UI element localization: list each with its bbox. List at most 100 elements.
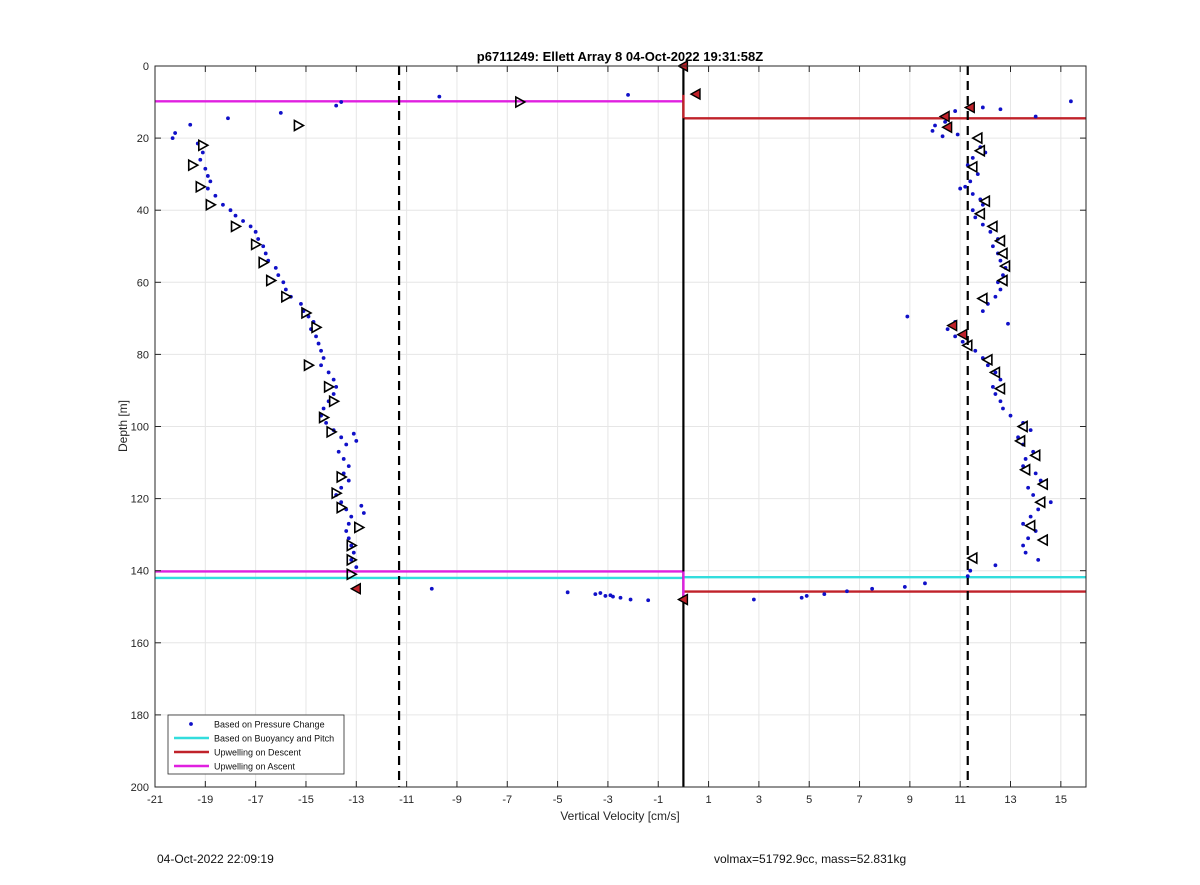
ascent-marker	[301, 306, 313, 320]
pressure-point	[593, 592, 598, 597]
chart-title: p6711249: Ellett Array 8 04-Oct-2022 19:…	[477, 49, 763, 64]
pressure-point	[993, 370, 998, 375]
pressure-point	[1033, 471, 1038, 476]
pressure-point	[905, 314, 910, 319]
ascent-marker	[331, 486, 343, 500]
descent-marker	[1013, 434, 1026, 448]
pressure-point	[993, 392, 998, 396]
pressure-point	[991, 384, 995, 389]
ascent-marker	[265, 274, 278, 287]
pressure-point	[998, 258, 1003, 263]
pressure-point	[200, 150, 205, 155]
ascent-marker	[323, 380, 336, 394]
highlight-marker	[946, 319, 958, 332]
legend-label: Upwelling on Descent	[214, 748, 302, 758]
pressure-point	[970, 208, 975, 213]
pressure-point	[1028, 514, 1033, 519]
pressure-point	[221, 202, 225, 207]
ascent-marker	[346, 539, 358, 552]
pressure-point	[248, 224, 253, 229]
pressure-point	[988, 229, 993, 234]
ascent-marker	[195, 180, 207, 194]
y-tick-label: 80	[137, 349, 149, 361]
x-tick-label: -17	[248, 794, 264, 806]
pressure-point	[933, 123, 937, 128]
pressure-point	[1001, 273, 1005, 277]
pressure-point	[963, 184, 968, 189]
pressure-point	[205, 174, 210, 178]
pressure-point	[945, 327, 950, 332]
pressure-point	[334, 103, 339, 108]
x-tick-label: 1	[706, 794, 712, 806]
descent-marker	[996, 274, 1008, 287]
x-tick-label: -9	[452, 794, 462, 806]
pressure-point	[314, 334, 318, 339]
ascent-marker	[346, 567, 358, 581]
pressure-point	[437, 94, 442, 99]
pressure-point	[973, 215, 978, 220]
pressure-point	[970, 192, 975, 196]
profile-markers	[187, 59, 1049, 606]
pressure-point	[331, 392, 336, 396]
pressure-point	[319, 348, 323, 353]
x-tick-label: 13	[1004, 794, 1016, 806]
descent-marker	[1036, 477, 1049, 491]
pressure-point	[263, 251, 268, 256]
descent-marker	[1034, 495, 1046, 509]
pressure-point	[958, 186, 963, 191]
pressure-point	[228, 208, 233, 213]
pressure-point	[1036, 557, 1041, 562]
pressure-point	[953, 109, 958, 113]
x-tick-label: 7	[856, 794, 862, 806]
descent-marker	[1023, 519, 1036, 532]
descent-marker	[1029, 448, 1041, 462]
pressure-point	[965, 574, 970, 579]
pressure-point	[998, 107, 1003, 112]
x-tick-label: -3	[603, 794, 613, 806]
pressure-point	[628, 597, 633, 602]
ascent-marker	[187, 158, 200, 172]
x-axis-label: Vertical Velocity [cm/s]	[560, 809, 679, 823]
ascent-marker	[311, 321, 323, 334]
y-tick-label: 120	[131, 494, 149, 506]
legend-box	[167, 714, 345, 775]
pressure-point	[336, 449, 341, 454]
pressure-point	[870, 586, 875, 591]
pressure-point	[359, 503, 364, 508]
pressure-point	[339, 435, 344, 440]
pressure-point	[349, 543, 354, 548]
x-tick-label: 9	[907, 794, 913, 806]
ascent-marker	[205, 198, 218, 212]
pressure-point	[346, 536, 351, 541]
pressure-point	[429, 586, 434, 591]
pressure-point	[261, 244, 266, 249]
pressure-point	[283, 287, 288, 292]
highlight-marker	[963, 101, 975, 114]
pressure-point	[349, 557, 354, 562]
pressure-point	[626, 92, 630, 97]
pressure-point	[985, 363, 990, 368]
x-tick-label: -19	[197, 794, 213, 806]
y-tick-label: 0	[143, 61, 149, 73]
descent-marker	[966, 160, 978, 174]
pressure-point	[198, 157, 203, 162]
pressure-point	[973, 348, 978, 353]
y-tick-label: 160	[131, 638, 149, 650]
descent-marker	[1018, 463, 1031, 477]
pressure-point	[930, 128, 935, 133]
pressure-point	[980, 222, 985, 227]
pressure-point	[281, 280, 286, 285]
pressure-point	[351, 550, 356, 555]
descent-marker	[971, 131, 983, 145]
pressure-point	[608, 593, 613, 598]
pressure-point	[253, 229, 258, 234]
pressure-point	[1036, 507, 1041, 512]
y-tick-label: 100	[131, 422, 149, 434]
pressure-point	[968, 568, 973, 573]
pressure-point	[1021, 543, 1025, 548]
pressure-point	[1021, 521, 1025, 526]
pressure-point	[968, 179, 973, 184]
descent-marker	[966, 551, 978, 565]
ascent-marker	[250, 238, 263, 251]
pressure-point	[1006, 321, 1010, 326]
